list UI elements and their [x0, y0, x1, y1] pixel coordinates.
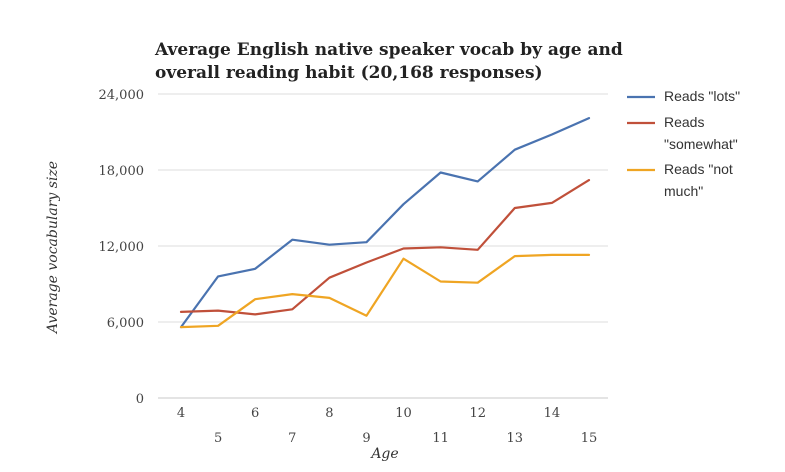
axis-ticks: 0 6,000 12,000 18,000 24,000 4 5 6 7 8 9 10 11 12 13 14… — [99, 88, 598, 446]
legend-label-3: much" — [664, 183, 703, 199]
y-axis-title: Average vocabulary size — [45, 161, 61, 335]
y-tick-label: 24,000 — [99, 88, 145, 103]
x-tick-label: 8 — [325, 406, 333, 421]
x-tick-label: 5 — [214, 431, 222, 446]
legend-label-1: Reads "lots" — [664, 88, 740, 104]
x-tick-label: 6 — [251, 406, 259, 421]
y-tick-label: 6,000 — [107, 316, 144, 331]
series-line-2 — [179, 179, 591, 316]
series-line-1 — [179, 116, 591, 329]
y-tick-label: 12,000 — [99, 240, 145, 255]
x-tick-label: 9 — [362, 431, 370, 446]
x-tick-label: 15 — [581, 431, 598, 446]
series-line-3 — [179, 253, 591, 329]
x-tick-label: 4 — [177, 406, 185, 421]
x-tick-label: 13 — [507, 431, 524, 446]
legend: Reads "lots" Reads "somewhat" Reads "not muc… — [627, 88, 740, 199]
legend-label-2: "somewhat" — [664, 136, 738, 152]
x-tick-label: 11 — [432, 431, 449, 446]
legend-label-2: Reads — [664, 114, 704, 130]
y-tick-label: 0 — [136, 392, 144, 407]
gridlines — [158, 93, 608, 399]
x-tick-label: 7 — [288, 431, 296, 446]
x-tick-label: 14 — [544, 406, 561, 421]
y-tick-label: 18,000 — [99, 164, 145, 179]
x-tick-label: 12 — [469, 406, 486, 421]
x-tick-label: 10 — [395, 406, 412, 421]
x-axis-title: Age — [369, 446, 398, 462]
chart-title-line-2: overall reading habit (20,168 responses) — [155, 63, 543, 83]
legend-label-3: Reads "not — [664, 161, 733, 177]
chart-title-line-1: Average English native speaker vocab by … — [154, 40, 623, 60]
series-lines — [179, 116, 591, 329]
